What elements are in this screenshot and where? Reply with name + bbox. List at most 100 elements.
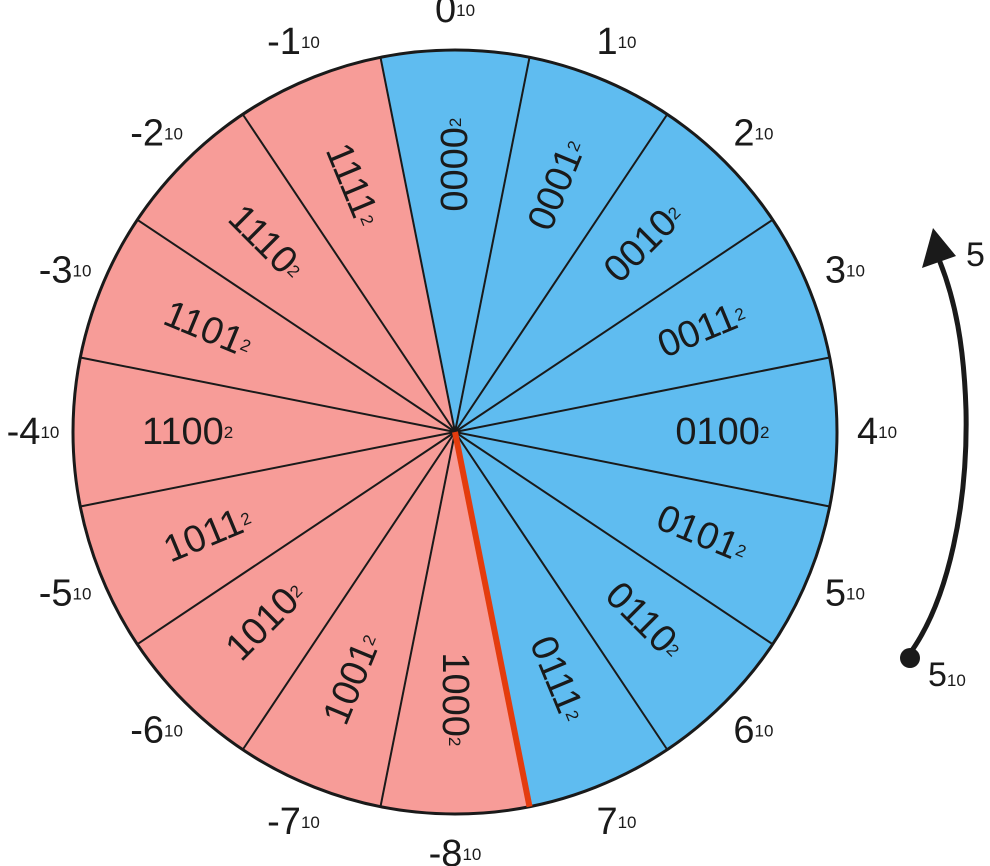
decimal-label: 510 <box>825 572 865 614</box>
sector-1100 <box>73 357 455 507</box>
arrow-head <box>922 228 956 268</box>
sector-1000 <box>380 432 530 814</box>
spoke <box>379 57 456 433</box>
decimal-label: -410 <box>7 411 60 453</box>
binary-value: 0100 <box>675 411 760 453</box>
spoke <box>454 431 774 646</box>
arrow-start-value: 5 <box>928 656 947 694</box>
binary-value: 1000 <box>434 652 476 737</box>
decimal-value: -3 <box>39 250 73 292</box>
sector-0000 <box>380 50 530 432</box>
decimal-base-subscript: 10 <box>618 33 637 52</box>
decimal-value: 0 <box>435 0 456 31</box>
decimal-base-subscript: 10 <box>755 721 774 740</box>
binary-label: 01002 <box>675 411 769 453</box>
decimal-value: 6 <box>733 709 754 751</box>
spoke <box>379 431 456 807</box>
decimal-value: -5 <box>39 572 73 614</box>
binary-base-subscript: 2 <box>760 423 769 442</box>
spoke <box>454 431 830 508</box>
overflow-boundary-line <box>452 431 533 808</box>
decimal-base-subscript: 10 <box>164 124 183 143</box>
spoke <box>241 431 456 751</box>
decimal-value: 3 <box>825 250 846 292</box>
decimal-base-subscript: 10 <box>73 261 92 280</box>
wheel-rim <box>71 48 839 816</box>
sector-0001 <box>455 57 668 433</box>
spoke <box>454 218 774 433</box>
binary-base-subscript: 2 <box>446 737 465 746</box>
decimal-label: -810 <box>429 833 482 866</box>
decimal-labels: 010110210310410510610710-810-710-610-510… <box>7 0 897 866</box>
binary-value: 0000 <box>434 127 476 212</box>
sector-0100 <box>455 357 837 507</box>
decimal-base-subscript: 10 <box>301 812 320 831</box>
decimal-base-subscript: 10 <box>164 721 183 740</box>
sector-0111 <box>455 432 668 807</box>
arrow-start-subscript: 10 <box>947 671 966 690</box>
decimal-label: 010 <box>435 0 475 31</box>
binary-base-subscript: 2 <box>446 118 465 127</box>
sector-0101 <box>455 432 830 645</box>
decimal-base-subscript: 10 <box>878 423 897 442</box>
decimal-label: -310 <box>39 250 92 292</box>
decimal-label: -110 <box>267 21 320 63</box>
decimal-value: -4 <box>7 411 41 453</box>
binary-label: 10002 <box>434 652 476 746</box>
decimal-value: 1 <box>596 21 617 63</box>
decimal-label: 710 <box>596 801 636 843</box>
sector-1011 <box>80 432 455 645</box>
sector-0011 <box>455 219 830 432</box>
decimal-base-subscript: 10 <box>846 261 865 280</box>
sector-1111 <box>242 57 455 433</box>
decimal-base-subscript: 10 <box>618 812 637 831</box>
binary-value: 1100 <box>142 411 224 453</box>
spoke <box>454 113 669 433</box>
decimal-label: 210 <box>733 113 773 155</box>
spoke <box>80 356 456 433</box>
decimal-base-subscript: 10 <box>846 584 865 603</box>
wheel-sectors <box>73 50 837 814</box>
decimal-base-subscript: 10 <box>755 124 774 143</box>
decimal-base-subscript: 10 <box>73 584 92 603</box>
sector-1101 <box>80 219 455 432</box>
decimal-base-subscript: 10 <box>301 33 320 52</box>
sector-0010 <box>455 114 773 432</box>
spoke <box>454 356 830 433</box>
spoke <box>241 113 456 433</box>
binary-label: 11002 <box>142 411 233 453</box>
decimal-value: -1 <box>267 21 301 63</box>
arrow-curve <box>905 259 969 659</box>
arrow-start-dot <box>900 648 920 668</box>
spoke <box>454 431 669 751</box>
binary-base-subscript: 2 <box>224 423 233 442</box>
decimal-label: 410 <box>857 411 897 453</box>
decimal-base-subscript: 10 <box>456 1 475 20</box>
decimal-value: 5 <box>825 572 846 614</box>
decimal-value: -2 <box>130 113 164 155</box>
decimal-value: -8 <box>429 833 463 866</box>
sector-0110 <box>455 432 773 750</box>
decimal-label: 310 <box>825 250 865 292</box>
spoke <box>136 218 456 433</box>
decimal-label: -510 <box>39 572 92 614</box>
decimal-label: 610 <box>733 709 773 751</box>
decimal-value: 2 <box>733 113 754 155</box>
sector-1001 <box>242 432 455 807</box>
decimal-value: 7 <box>596 801 617 843</box>
sector-1010 <box>137 432 455 750</box>
decimal-label: 110 <box>596 21 636 63</box>
spoke <box>136 431 456 646</box>
decimal-label: -710 <box>267 801 320 843</box>
decimal-value: -7 <box>267 801 301 843</box>
sector-1110 <box>137 114 455 432</box>
decimal-label: -610 <box>130 709 183 751</box>
decimal-label: -210 <box>130 113 183 155</box>
arrow-amount-label: 5 <box>966 236 985 274</box>
binary-label: 00002 <box>434 118 476 212</box>
spoke <box>454 57 531 433</box>
spoke <box>80 431 456 508</box>
decimal-base-subscript: 10 <box>40 423 59 442</box>
decimal-base-subscript: 10 <box>462 845 481 864</box>
